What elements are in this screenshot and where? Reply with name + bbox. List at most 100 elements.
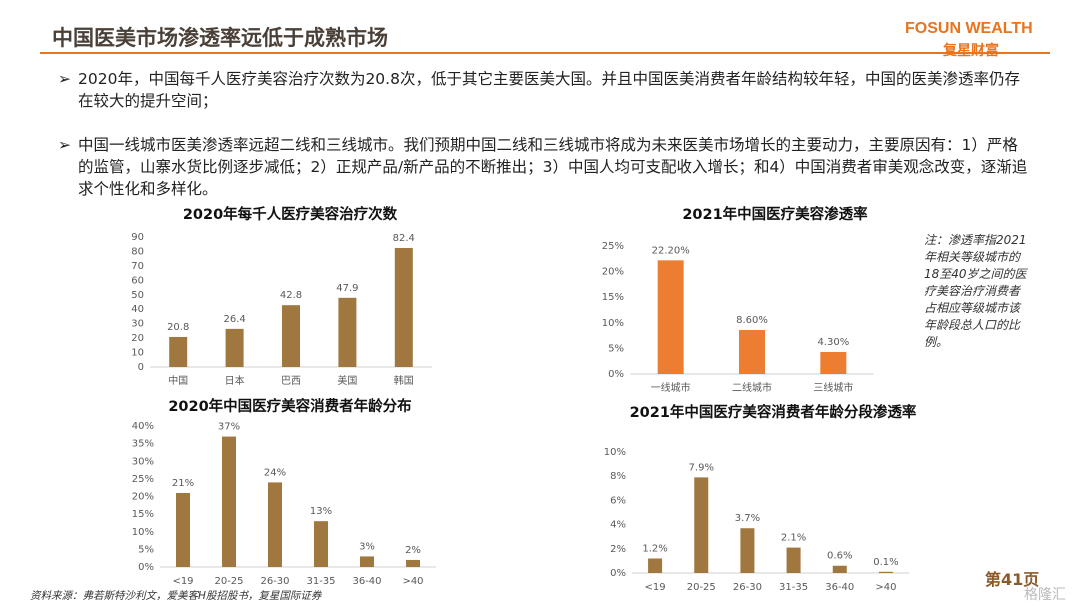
bar [786, 547, 801, 573]
data-label: 47.9 [336, 283, 358, 294]
bar [878, 571, 893, 573]
bar [694, 477, 709, 573]
chart-title: 2020年每千人医疗美容治疗次数 [183, 205, 398, 223]
note: 注：渗透率指2021年相关等级城市的18至40岁之间的医疗美容治疗消费者占相应等… [924, 233, 1027, 349]
y-tick-label: 70 [131, 261, 144, 272]
y-tick-label: 25% [602, 241, 624, 252]
slide-title: 中国医美市场渗透率远低于成熟市场 [52, 26, 388, 50]
bar [176, 492, 190, 567]
data-label: 24% [264, 467, 286, 478]
data-label: 13% [310, 506, 332, 517]
y-tick-label: 10 [131, 348, 144, 359]
y-tick-label: 0% [138, 562, 154, 573]
data-label: 20.8 [167, 322, 189, 333]
bar [338, 297, 357, 367]
bar [740, 528, 755, 573]
bar [282, 305, 300, 367]
bar [169, 336, 188, 367]
data-label: 22.20% [652, 245, 690, 256]
x-tick-label: 韩国 [394, 374, 414, 387]
y-tick-label: 4% [610, 520, 626, 531]
y-tick-label: 20% [132, 492, 154, 503]
bullet: ➢ 中国一线城市医美渗透率远超二线和三线城市。我们预期中国二线和三线城市将成为未来… [58, 134, 1033, 200]
bar [657, 260, 684, 374]
y-tick-label: 10% [132, 527, 154, 538]
watermark: 格隆汇 [1024, 587, 1066, 603]
source: 资料来源：弗若斯特沙利文，爱美客H股招股书，复星国际证券 [30, 590, 322, 602]
bar [314, 521, 328, 567]
y-tick-label: 50 [131, 290, 144, 301]
x-tick-label: 31-35 [779, 582, 808, 593]
x-tick-label: 20-25 [214, 576, 243, 587]
data-label: 3.7% [735, 513, 760, 524]
title-rule [40, 52, 1050, 54]
y-tick-label: 60 [131, 275, 144, 286]
data-label: 21% [172, 478, 194, 489]
y-tick-label: 25% [132, 474, 154, 485]
x-tick-label: 中国 [168, 374, 188, 387]
data-label: 7.9% [689, 462, 714, 473]
x-tick-label: 26-30 [260, 576, 289, 587]
x-tick-label: >40 [875, 582, 896, 593]
x-tick-label: 20-25 [687, 582, 716, 593]
y-tick-label: 10% [604, 447, 626, 458]
bullet: ➢ 2020年，中国每千人医疗美容治疗次数为20.8次，低于其它主要医美大国。并且… [58, 68, 1033, 112]
chart-title: 2021年中国医疗美容渗透率 [682, 205, 868, 223]
bar [820, 351, 847, 374]
x-tick-label: 日本 [225, 374, 245, 387]
data-label: 0.1% [873, 557, 898, 568]
bar [832, 565, 847, 573]
data-label: 0.6% [827, 551, 852, 562]
logo: FOSUN WEALTH [905, 20, 1033, 37]
x-tick-label: 巴西 [281, 375, 301, 387]
y-tick-label: 80 [131, 246, 144, 257]
y-tick-label: 20 [131, 333, 144, 344]
y-tick-label: 0% [608, 369, 624, 380]
bar [360, 556, 374, 567]
data-label: 4.30% [817, 337, 849, 348]
x-tick-label: 31-35 [306, 576, 335, 587]
y-tick-label: 8% [610, 471, 626, 482]
data-label: 37% [218, 422, 240, 433]
x-tick-label: 三线城市 [813, 381, 853, 394]
x-tick-label: 二线城市 [732, 381, 772, 394]
bar [739, 329, 765, 374]
data-label: 82.4 [393, 233, 415, 244]
data-label: 26.4 [223, 314, 245, 325]
y-tick-label: 15% [132, 509, 154, 520]
bullet-text: 2020年，中国每千人医疗美容治疗次数为20.8次，低于其它主要医美大国。并且中… [78, 70, 1020, 110]
y-tick-label: 0% [610, 568, 626, 579]
y-tick-label: 40 [131, 304, 144, 315]
x-tick-label: <19 [645, 582, 666, 593]
bar [406, 559, 420, 567]
x-tick-label: <19 [172, 576, 193, 587]
y-tick-label: 5% [608, 343, 624, 354]
data-label: 2.1% [781, 533, 806, 544]
bar [225, 328, 244, 367]
logo-cn: 复星财富 [943, 43, 999, 59]
chart-title: 2020年中国医疗美容消费者年龄分布 [168, 397, 411, 415]
bar [394, 247, 413, 367]
bar [268, 482, 282, 567]
y-tick-label: 90 [131, 232, 144, 243]
bullet-text: 中国一线城市医美渗透率远超二线和三线城市。我们预期中国二线和三线城市将成为未来医… [78, 136, 1028, 198]
data-label: 8.60% [736, 315, 768, 326]
y-tick-label: 30 [131, 319, 144, 330]
y-tick-label: 6% [610, 495, 626, 506]
data-label: 2% [405, 545, 421, 556]
data-label: 42.8 [280, 290, 302, 301]
x-tick-label: 36-40 [825, 582, 854, 593]
page-number: 第41页 [985, 570, 1040, 589]
y-tick-label: 40% [132, 421, 154, 432]
x-tick-label: >40 [402, 576, 423, 587]
data-label: 3% [359, 541, 375, 552]
x-tick-label: 美国 [337, 374, 357, 387]
y-tick-label: 2% [610, 544, 626, 555]
y-tick-label: 0 [138, 362, 144, 373]
chart-title: 2021年中国医疗美容消费者年龄分段渗透率 [630, 403, 917, 421]
data-label: 1.2% [642, 543, 667, 554]
x-tick-label: 36-40 [352, 576, 381, 587]
y-tick-label: 15% [602, 292, 624, 303]
bar [648, 558, 663, 573]
